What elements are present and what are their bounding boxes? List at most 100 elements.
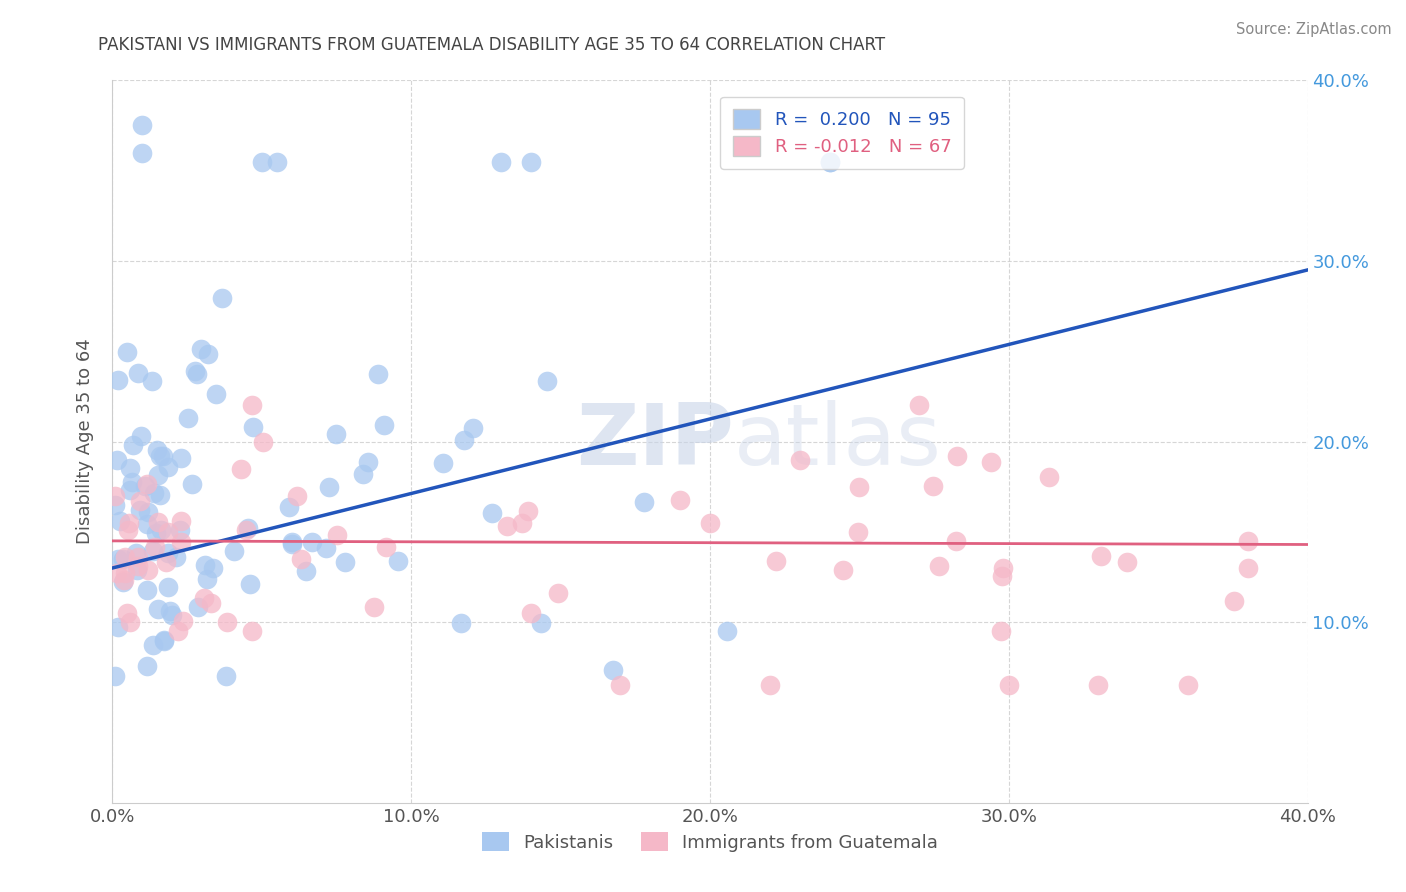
Point bbox=[143, 486, 166, 500]
Point bbox=[118, 516, 141, 531]
Point bbox=[669, 493, 692, 508]
Point bbox=[129, 503, 152, 517]
Point bbox=[165, 549, 187, 564]
Text: ZIP: ZIP bbox=[576, 400, 734, 483]
Point bbox=[367, 367, 389, 381]
Point bbox=[104, 489, 127, 503]
Point bbox=[530, 616, 553, 631]
Point bbox=[242, 398, 264, 412]
Point bbox=[146, 601, 169, 615]
Point bbox=[520, 154, 543, 169]
Point bbox=[1038, 470, 1060, 484]
Point bbox=[921, 478, 943, 492]
Point bbox=[609, 678, 631, 692]
Point bbox=[104, 498, 127, 512]
Point bbox=[170, 534, 193, 549]
Point bbox=[759, 678, 782, 692]
Point bbox=[127, 558, 149, 573]
Point bbox=[285, 489, 308, 503]
Point bbox=[1115, 555, 1137, 569]
Point bbox=[160, 607, 183, 622]
Point bbox=[315, 541, 337, 555]
Point bbox=[281, 537, 304, 551]
Point bbox=[1237, 561, 1260, 575]
Point bbox=[131, 145, 153, 160]
Point bbox=[108, 514, 131, 528]
Point bbox=[195, 573, 218, 587]
Point bbox=[818, 154, 841, 169]
Point bbox=[136, 505, 159, 519]
Point bbox=[1177, 678, 1199, 692]
Point bbox=[176, 411, 198, 425]
Point bbox=[118, 461, 141, 475]
Point bbox=[107, 620, 129, 634]
Point bbox=[193, 591, 215, 606]
Point bbox=[107, 373, 129, 387]
Point bbox=[114, 549, 136, 564]
Point bbox=[520, 606, 543, 620]
Point bbox=[156, 580, 179, 594]
Point bbox=[135, 476, 157, 491]
Point bbox=[946, 449, 969, 463]
Point bbox=[325, 427, 347, 442]
Point bbox=[120, 483, 142, 497]
Point bbox=[131, 119, 153, 133]
Y-axis label: Disability Age 35 to 64: Disability Age 35 to 64 bbox=[76, 339, 94, 544]
Point bbox=[461, 421, 484, 435]
Point bbox=[301, 535, 323, 549]
Point bbox=[181, 477, 204, 491]
Point bbox=[217, 615, 239, 630]
Point bbox=[153, 634, 176, 648]
Point bbox=[1222, 594, 1244, 608]
Point bbox=[481, 507, 503, 521]
Point bbox=[250, 154, 273, 169]
Point bbox=[170, 450, 193, 465]
Point bbox=[112, 574, 135, 589]
Point bbox=[136, 659, 159, 673]
Point bbox=[125, 546, 148, 560]
Point bbox=[998, 678, 1021, 692]
Point bbox=[141, 639, 163, 653]
Point bbox=[278, 500, 301, 515]
Point bbox=[224, 544, 246, 558]
Point bbox=[152, 449, 174, 463]
Point bbox=[928, 558, 950, 573]
Point bbox=[1087, 678, 1109, 692]
Point bbox=[146, 516, 169, 530]
Point bbox=[357, 455, 380, 469]
Point bbox=[375, 540, 398, 554]
Point bbox=[450, 615, 472, 630]
Point bbox=[146, 442, 169, 457]
Point bbox=[157, 524, 180, 539]
Point bbox=[149, 450, 172, 464]
Point bbox=[547, 585, 569, 599]
Point bbox=[239, 577, 262, 591]
Point bbox=[387, 554, 409, 568]
Point bbox=[172, 614, 194, 628]
Point bbox=[156, 546, 179, 560]
Point bbox=[945, 534, 967, 549]
Point bbox=[373, 418, 395, 433]
Point bbox=[105, 452, 128, 467]
Point bbox=[128, 494, 150, 508]
Point bbox=[831, 563, 853, 577]
Point bbox=[326, 528, 349, 542]
Point bbox=[148, 467, 170, 482]
Point bbox=[848, 480, 870, 494]
Text: Source: ZipAtlas.com: Source: ZipAtlas.com bbox=[1236, 22, 1392, 37]
Point bbox=[510, 516, 533, 530]
Text: PAKISTANI VS IMMIGRANTS FROM GUATEMALA DISABILITY AGE 35 TO 64 CORRELATION CHART: PAKISTANI VS IMMIGRANTS FROM GUATEMALA D… bbox=[98, 36, 886, 54]
Point bbox=[202, 561, 225, 575]
Point bbox=[318, 480, 340, 494]
Point bbox=[846, 524, 869, 539]
Point bbox=[104, 669, 127, 683]
Point bbox=[184, 364, 207, 378]
Point bbox=[127, 367, 149, 381]
Point bbox=[991, 569, 1014, 583]
Point bbox=[200, 596, 222, 610]
Point bbox=[167, 624, 190, 639]
Point bbox=[290, 552, 312, 566]
Point bbox=[716, 624, 738, 638]
Point bbox=[197, 347, 219, 361]
Point bbox=[280, 535, 302, 549]
